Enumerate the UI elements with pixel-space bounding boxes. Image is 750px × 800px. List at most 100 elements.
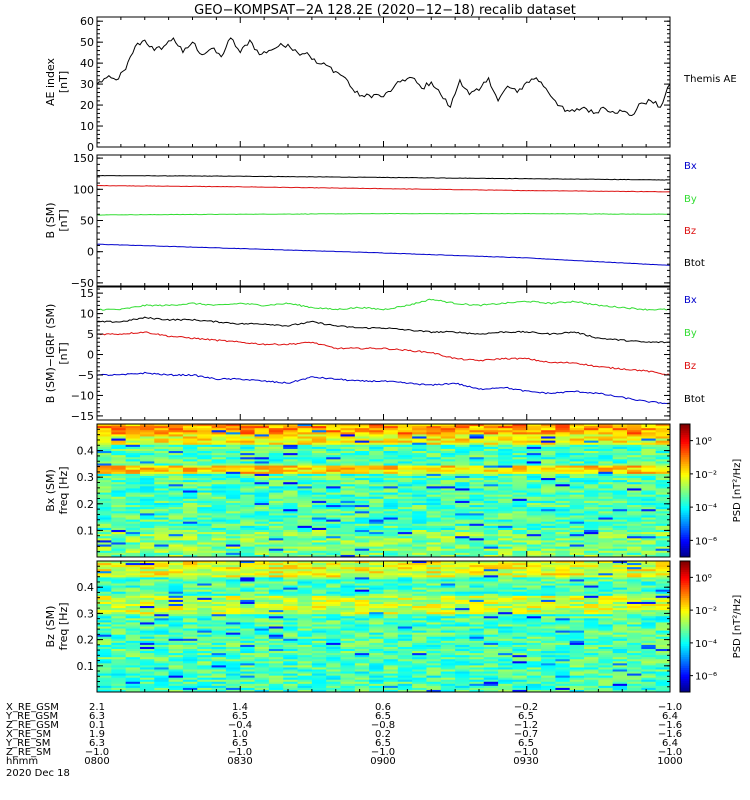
spectrogram-cell <box>197 579 212 582</box>
spectrogram-cell <box>254 657 270 660</box>
spectrogram-cell <box>512 461 528 464</box>
spectrogram-cell <box>225 655 241 658</box>
spectrogram-cell <box>383 687 399 691</box>
spectrogram-cell <box>469 523 485 527</box>
spectrogram-cell <box>526 505 542 508</box>
spectrogram-cell <box>311 620 327 623</box>
spectrogram-cell <box>111 448 127 452</box>
spectrogram-cell <box>340 687 356 691</box>
spectrogram-cell <box>97 434 112 437</box>
spectrogram-cell <box>297 471 313 475</box>
spectrogram-cell <box>297 540 313 543</box>
spectrogram-cell <box>627 446 642 450</box>
spectrogram-cell <box>182 428 198 431</box>
spectrogram-cell <box>111 482 127 485</box>
spectrogram-cell <box>526 544 542 548</box>
spectrogram-cell <box>541 482 556 485</box>
spectrogram-cell <box>211 532 227 535</box>
spectrogram-cell <box>655 554 671 558</box>
spectrogram-cell <box>584 542 599 545</box>
spectrogram-cell <box>97 612 112 615</box>
spectrogram-cell <box>469 659 485 662</box>
spectrogram-cell <box>111 473 127 477</box>
spectrogram-cell <box>340 432 356 435</box>
spectrogram-cell <box>354 461 370 464</box>
spectrogram-cell <box>541 554 556 558</box>
spectrogram-cell <box>340 442 356 446</box>
spectrogram-cell <box>225 424 241 427</box>
series-line-bz <box>96 184 671 193</box>
spectrogram-cell <box>397 665 413 668</box>
spectrogram-cell <box>125 591 141 595</box>
spectrogram-cell <box>268 436 284 439</box>
spectrogram-cell <box>326 565 341 568</box>
spectrogram-cell <box>483 595 499 599</box>
spectrogram-cell <box>97 673 112 677</box>
spectrogram-cell <box>469 657 485 660</box>
spectrogram-cell <box>326 685 341 689</box>
spectrogram-cell <box>225 548 241 552</box>
spectrogram-cell <box>168 457 184 460</box>
spectrogram-cell <box>598 486 614 489</box>
spectrogram-cell <box>397 675 413 679</box>
spectrogram-cell <box>154 446 170 450</box>
spectrogram-cell <box>455 457 470 460</box>
spectrogram-cell <box>369 620 384 623</box>
spectrogram-cell <box>326 554 341 558</box>
spectrogram-cell <box>97 511 112 514</box>
spectrogram-cell <box>311 440 327 444</box>
spectrogram-cell <box>426 565 442 568</box>
spectrogram-cell <box>97 500 112 504</box>
spectrogram-cell <box>383 444 399 448</box>
spectrogram-cell <box>211 548 227 552</box>
spectrogram-cell <box>254 455 270 458</box>
colorbar-segment <box>680 479 690 483</box>
spectrogram-cell <box>211 538 227 541</box>
spectrogram-cell <box>168 478 184 481</box>
spectrogram-cell <box>397 552 413 556</box>
spectrogram-cell <box>426 671 442 674</box>
spectrogram-cell <box>297 536 313 539</box>
spectrogram-cell <box>526 527 542 531</box>
spectrogram-cell <box>139 451 155 454</box>
spectrogram-cell <box>254 665 270 668</box>
spectrogram-cell <box>483 505 499 508</box>
spectrogram-cell <box>182 442 198 446</box>
spectrogram-cell <box>283 457 298 460</box>
spectrogram-cell <box>469 484 485 487</box>
spectrogram-cell <box>397 659 413 662</box>
spectrogram-cell <box>211 478 227 481</box>
spectrogram-cell <box>526 471 542 475</box>
spectrogram-cell <box>440 496 456 500</box>
spectrogram-cell <box>612 519 628 523</box>
spectrogram-cell <box>283 644 298 648</box>
spectrogram-cell <box>455 521 470 525</box>
spectrogram-cell <box>526 525 542 529</box>
spectrogram-cell <box>340 448 356 452</box>
spectrogram-cell <box>225 463 241 466</box>
spectrogram-cell <box>483 642 499 646</box>
spectrogram-cell <box>254 486 270 489</box>
spectrogram-cell <box>612 461 628 464</box>
spectrogram-cell <box>297 603 313 607</box>
y-tick-label: 30 <box>80 78 94 91</box>
spectrogram-cell <box>240 624 255 627</box>
spectrogram-cell <box>512 536 528 539</box>
spectrogram-cell <box>139 612 155 615</box>
spectrogram-cell <box>326 453 341 456</box>
spectrogram-cell <box>469 577 485 580</box>
spectrogram-cell <box>412 523 427 527</box>
spectrogram-cell <box>469 509 485 512</box>
spectrogram-cell <box>240 488 255 491</box>
spectrogram-cell <box>283 532 298 535</box>
spectrogram-cell <box>584 428 599 431</box>
spectrogram-cell <box>483 679 499 683</box>
spectrogram-cell <box>641 505 657 508</box>
spectrogram-cell <box>225 509 241 512</box>
spectrogram-cell <box>283 550 298 554</box>
spectrogram-cell <box>598 519 614 523</box>
spectrogram-cell <box>297 646 313 650</box>
spectrogram-cell <box>641 446 657 450</box>
spectrogram-cell <box>211 442 227 446</box>
spectrogram-cell <box>340 502 356 506</box>
